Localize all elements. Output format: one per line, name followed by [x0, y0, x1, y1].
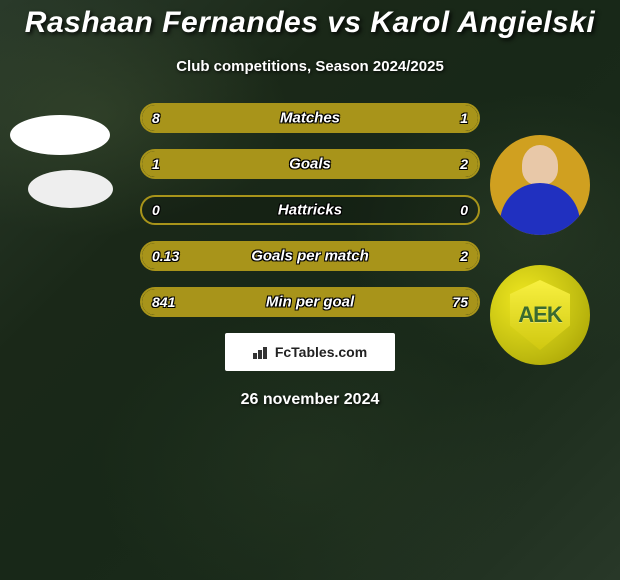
club-right-badge: AEK — [490, 265, 590, 365]
player-left-avatar — [10, 115, 110, 155]
stat-value-right: 0 — [460, 202, 468, 218]
stat-row: Min per goal841 75 — [140, 287, 480, 317]
stat-value-left: 0 — [152, 202, 160, 218]
stat-value-left: 841 — [152, 294, 175, 310]
stat-row: Matches8 1 — [140, 103, 480, 133]
content: Rashaan Fernandes vs Karol Angielski Clu… — [0, 0, 620, 409]
stat-value-left: 0.13 — [152, 248, 179, 264]
stat-value-left: 8 — [152, 110, 160, 126]
club-right-shield: AEK — [510, 280, 570, 350]
player-right-avatar — [490, 135, 590, 235]
stat-value-right: 2 — [460, 156, 468, 172]
comparison-infographic: Rashaan Fernandes vs Karol Angielski Clu… — [0, 0, 620, 580]
brand-text: FcTables.com — [275, 344, 367, 360]
stat-value-right: 2 — [460, 248, 468, 264]
brand-box: FcTables.com — [225, 333, 395, 371]
stat-row: Goals per match0.13 2 — [140, 241, 480, 271]
bars-icon — [253, 345, 271, 359]
subtitle: Club competitions, Season 2024/2025 — [0, 58, 620, 75]
stat-value-left: 1 — [152, 156, 160, 172]
stat-label: Goals per match — [142, 248, 478, 265]
page-title: Rashaan Fernandes vs Karol Angielski — [0, 6, 620, 40]
stat-row: Hattricks0 0 — [140, 195, 480, 225]
stat-value-right: 75 — [452, 294, 468, 310]
club-right-text: AEK — [518, 302, 561, 328]
date: 26 november 2024 — [0, 391, 620, 409]
stat-label: Min per goal — [142, 294, 478, 311]
stat-label: Matches — [142, 110, 478, 127]
stat-label: Goals — [142, 156, 478, 173]
club-left-badge — [28, 170, 113, 208]
stat-label: Hattricks — [142, 202, 478, 219]
stat-row: Goals1 2 — [140, 149, 480, 179]
stat-value-right: 1 — [460, 110, 468, 126]
